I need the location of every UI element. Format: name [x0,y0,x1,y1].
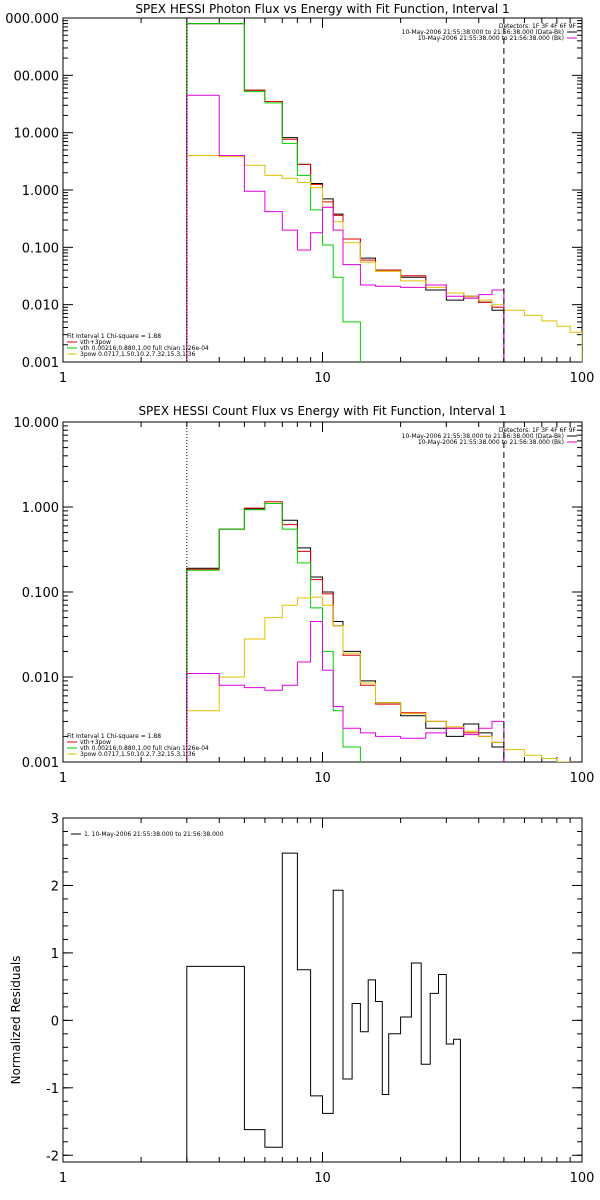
y-tick-label: 000.000 [5,12,59,27]
x-tick-label: 10 [314,371,331,386]
y-tick-label: -1 [46,1082,59,1097]
y-tick-label: 0.100 [22,241,59,256]
legend-entry: 1. 10-May-2006 21:55:38.000 to 21:56:38.… [84,831,224,838]
y-tick-label: 0.010 [22,671,59,686]
y-tick-label: 2 [51,879,59,894]
legend-entry: vth 0.00216,0.880,1.00 full chian 1.26e-… [80,345,209,352]
y-tick-label: 0.010 [22,299,59,314]
legend-entry: vth+3pow [80,739,111,746]
x-tick-label: 1 [59,371,67,386]
series-line-1 [186,852,461,1162]
x-tick-label: 1 [59,1171,67,1186]
legend-entry: vth 0.00216,0.880,1.00 full chian 1.26e-… [80,745,209,752]
chart-title: SPEX HESSI Count Flux vs Energy with Fit… [138,404,506,418]
legend-entry: vth+3pow [80,339,111,346]
series-line-4 [186,155,582,362]
chart-panel-1: SPEX HESSI Photon Flux vs Energy with Fi… [5,2,594,386]
y-tick-label: 3 [51,812,59,827]
y-tick-label: 1.000 [22,501,59,516]
series-line-4 [186,596,571,762]
y-tick-label: 10.000 [14,416,60,431]
series-line-1 [186,503,505,762]
x-tick-label: 10 [314,1171,331,1186]
y-axis-label: Normalized Residuals [9,956,23,1085]
y-tick-label: -2 [46,1149,59,1164]
legend-entry: Fit Interval 1 Chi-square = 1.88 [67,333,161,340]
legend-entry: 10-May-2006 21:55:38.000 to 21:56:38.000… [402,29,564,36]
legend-entry: Fit Interval 1 Chi-square = 1.88 [67,733,161,740]
series-line-2 [186,501,505,762]
x-tick-label: 100 [570,371,595,386]
chart-title: SPEX HESSI Photon Flux vs Energy with Fi… [135,2,509,16]
chart-panel-2: SPEX HESSI Count Flux vs Energy with Fit… [14,404,595,786]
series-line-1 [186,23,505,362]
legend-entry: 10-May-2006 21:55:38.000 to 21:56:38.000… [418,35,564,42]
series-line-3 [186,503,361,762]
y-tick-label: 0.001 [22,756,59,771]
x-tick-label: 1 [59,771,67,786]
y-tick-label: 1 [51,947,59,962]
legend-entry: 10-May-2006 21:55:38.000 to 21:56:38.000… [418,439,564,446]
legend-entry: 3pow 0.0717,1.50,10.2,7.32,15.3,1.36 [80,351,196,358]
y-tick-label: 00.000 [14,69,60,84]
y-tick-label: 0.001 [22,356,59,371]
series-line-5 [186,621,505,762]
legend-entry: Detectors: 1F 3F 4F 6F 9F [499,23,577,30]
y-tick-label: 1.000 [22,184,59,199]
x-tick-label: 100 [570,771,595,786]
x-tick-label: 100 [570,1171,595,1186]
legend-entry: Detectors: 1F 3F 4F 6F 9F [499,427,577,434]
legend-entry: 3pow 0.0717,1.50,10.2,7.32,15.3,1.36 [80,751,196,758]
series-line-5 [186,94,505,362]
x-tick-label: 10 [314,771,331,786]
y-tick-label: 10.000 [14,127,60,142]
legend-entry: 10-May-2006 21:55:38.000 to 21:56:38.000… [402,433,564,440]
series-line-2 [186,23,505,362]
y-tick-label: 0.100 [22,586,59,601]
series-line-3 [186,23,361,362]
y-tick-label: 0 [51,1014,59,1029]
